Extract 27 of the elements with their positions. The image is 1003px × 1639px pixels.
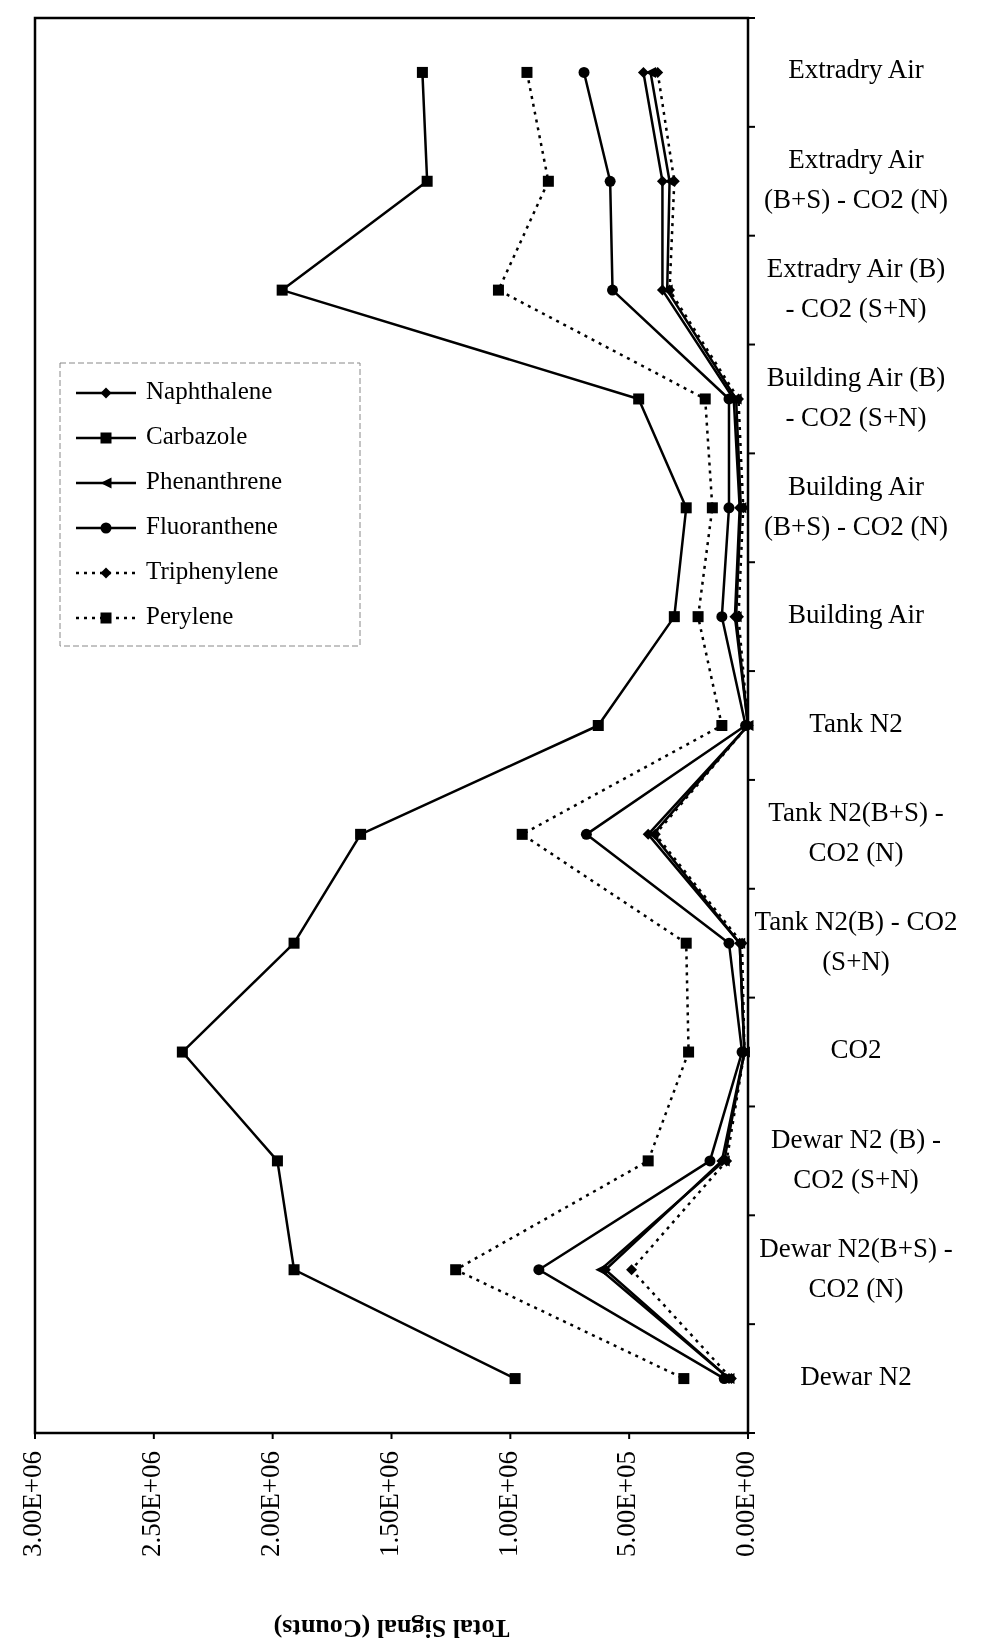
x-tick-label: 2.50E+06 — [136, 1451, 167, 1557]
x-tick-label: 0.00E+00 — [730, 1451, 761, 1557]
y-tick-label: Building Air (B) - CO2 (S+N) — [766, 362, 946, 433]
y-tick-label: Tank N2(B+S) - CO2 (N) — [768, 797, 944, 868]
y-tick-label: CO2 — [830, 1034, 882, 1065]
x-tick-label: 2.00E+06 — [254, 1451, 285, 1557]
x-tick-label: 1.50E+06 — [373, 1451, 404, 1557]
y-tick-label: Tank N2 — [809, 707, 903, 738]
y-tick-label: Tank N2(B) - CO2 (S+N) — [754, 906, 958, 977]
y-tick-label: Dewar N2 (B) - CO2 (S+N) — [770, 1124, 942, 1195]
y-tick-label: Dewar N2(B+S) - CO2 (N) — [759, 1232, 953, 1303]
legend-label: Naphthalene — [146, 376, 273, 404]
y-tick-label: Extradry Air — [788, 54, 924, 85]
y-tick-label: Extradry Air (B+S) - CO2 (N) — [764, 144, 948, 215]
legend-label: Triphenylene — [146, 556, 279, 584]
legend-label: Perylene — [146, 601, 234, 629]
legend-label: Fluoranthene — [146, 511, 278, 539]
y-tick-label: Building Air (B+S) - CO2 (N) — [764, 471, 948, 542]
x-tick-label: 5.00E+05 — [611, 1451, 642, 1557]
legend-label: Phenanthrene — [146, 466, 283, 494]
y-tick-label: Building Air — [788, 598, 924, 629]
x-tick-label: 3.00E+06 — [17, 1451, 48, 1557]
legend-label: Carbazole — [146, 421, 248, 449]
x-axis-title: Total Signal (Counts) — [273, 1614, 510, 1639]
y-tick-label: Dewar N2 — [800, 1360, 912, 1391]
x-tick-label: 1.00E+06 — [492, 1451, 523, 1557]
y-tick-label: Extradry Air (B) - CO2 (S+N) — [766, 253, 946, 324]
